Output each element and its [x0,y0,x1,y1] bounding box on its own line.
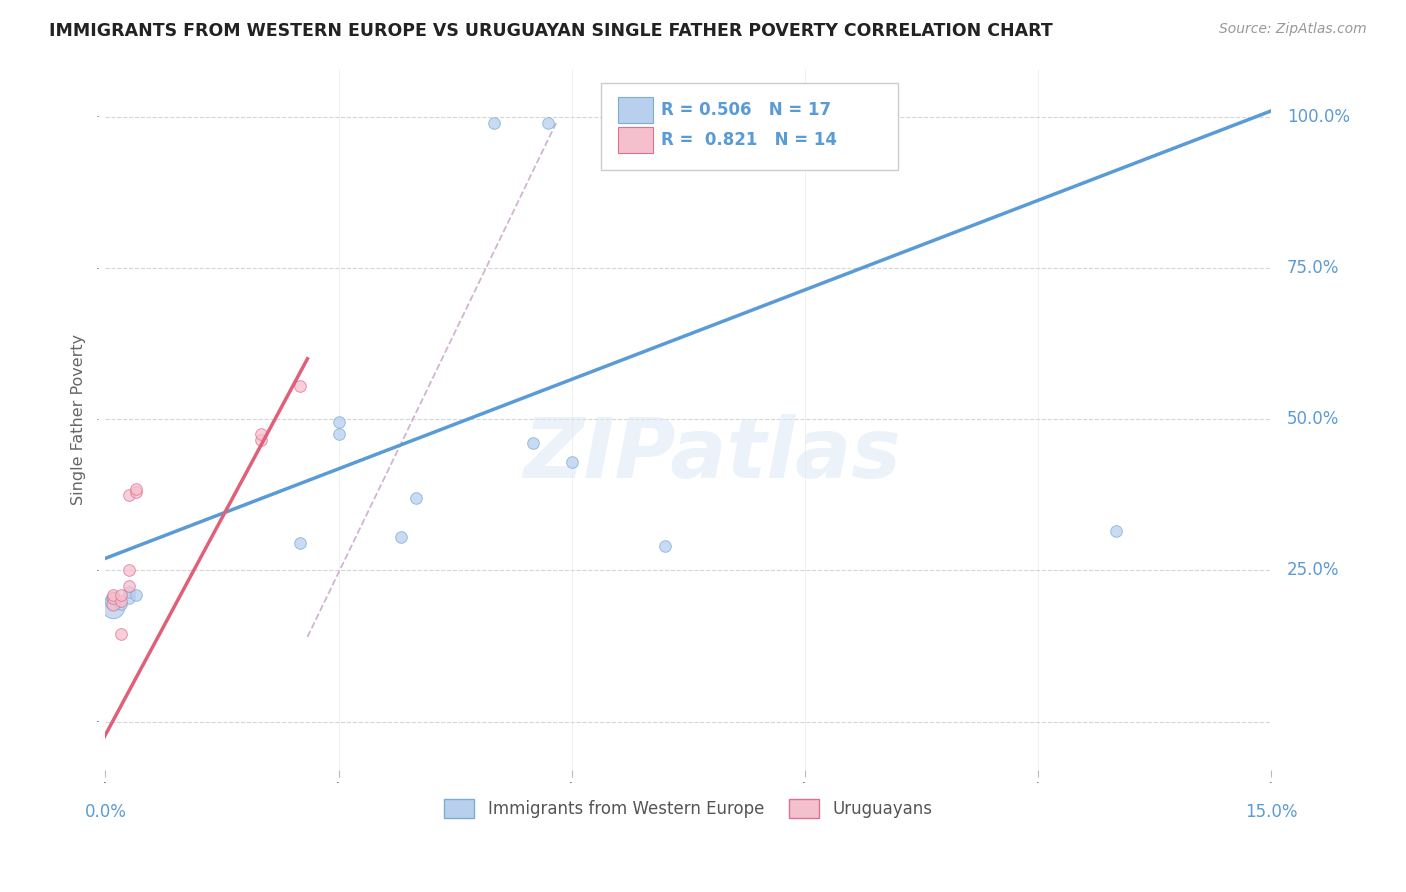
Point [118,584,141,599]
Text: R = 0.506   N = 17: R = 0.506 N = 17 [661,102,831,120]
Text: 0.0%: 0.0% [84,804,127,822]
Point [522,436,544,450]
Point [389,530,412,544]
Point [249,427,271,442]
FancyBboxPatch shape [600,83,898,170]
Point [118,488,141,502]
Point [288,536,311,550]
FancyBboxPatch shape [619,97,654,123]
Point [101,591,124,605]
Point [101,588,124,602]
Point [101,591,124,605]
Text: 100.0%: 100.0% [1286,108,1350,126]
Point [110,588,132,602]
Point [101,593,124,607]
Point [678,116,700,130]
Point [288,379,311,393]
Point [118,578,141,592]
Y-axis label: Single Father Poverty: Single Father Poverty [72,334,86,505]
Point [482,116,505,130]
Point [328,415,350,429]
Text: R =  0.821   N = 14: R = 0.821 N = 14 [661,131,838,150]
Point [537,116,560,130]
Text: IMMIGRANTS FROM WESTERN EUROPE VS URUGUAYAN SINGLE FATHER POVERTY CORRELATION CH: IMMIGRANTS FROM WESTERN EUROPE VS URUGUA… [49,22,1053,40]
Point [125,482,148,496]
Point [101,597,124,611]
Text: 50.0%: 50.0% [1286,410,1339,428]
Point [110,627,132,641]
Point [118,564,141,578]
Point [125,588,148,602]
Text: 15.0%: 15.0% [1246,804,1298,822]
Point [561,454,583,468]
Point [101,599,124,614]
Text: Source: ZipAtlas.com: Source: ZipAtlas.com [1219,22,1367,37]
Text: ZIPatlas: ZIPatlas [523,414,901,495]
Point [405,491,427,505]
Point [110,597,132,611]
FancyBboxPatch shape [619,128,654,153]
Legend: Immigrants from Western Europe, Uruguayans: Immigrants from Western Europe, Uruguaya… [437,793,939,825]
Point [249,434,271,448]
Point [328,427,350,442]
Point [793,116,815,130]
Text: 75.0%: 75.0% [1286,259,1339,277]
Point [110,593,132,607]
Point [1105,524,1128,538]
Text: 25.0%: 25.0% [1286,561,1340,580]
Point [654,539,676,553]
Point [118,591,141,605]
Point [125,484,148,499]
